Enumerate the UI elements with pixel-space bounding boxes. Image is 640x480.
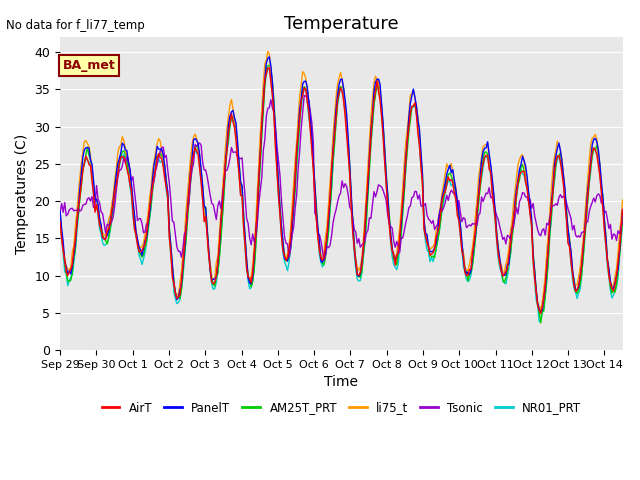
Tsonic (127, 178, 135, 183)
li75_t (56, 211, 64, 216)
AM25T_PRT (470, 250, 478, 255)
PanelT (246, 280, 253, 286)
Line: PanelT: PanelT (60, 57, 623, 312)
AM25T_PRT (619, 216, 627, 222)
Line: li75_t: li75_t (60, 51, 623, 310)
Text: BA_met: BA_met (63, 59, 116, 72)
NR01_PRT (56, 221, 64, 227)
PanelT (127, 181, 135, 187)
NR01_PRT (535, 319, 543, 324)
NR01_PRT (246, 286, 253, 292)
AirT (148, 182, 156, 188)
AM25T_PRT (148, 187, 156, 193)
Tsonic (246, 235, 253, 241)
AirT (127, 188, 135, 194)
Tsonic (56, 209, 64, 215)
AirT (610, 288, 618, 294)
AirT (619, 207, 627, 213)
Line: AM25T_PRT: AM25T_PRT (60, 65, 623, 323)
NR01_PRT (610, 292, 618, 298)
AM25T_PRT (610, 287, 618, 293)
Tsonic (610, 231, 618, 237)
AM25T_PRT (344, 137, 352, 143)
PanelT (470, 241, 478, 247)
Legend: AirT, PanelT, AM25T_PRT, li75_t, Tsonic, NR01_PRT: AirT, PanelT, AM25T_PRT, li75_t, Tsonic,… (97, 397, 586, 419)
PanelT (266, 54, 273, 60)
AirT (344, 151, 352, 156)
AM25T_PRT (266, 62, 273, 68)
PanelT (344, 135, 352, 141)
Y-axis label: Temperatures (C): Temperatures (C) (15, 133, 29, 254)
NR01_PRT (344, 145, 352, 151)
NR01_PRT (470, 248, 478, 253)
AirT (246, 275, 253, 281)
NR01_PRT (148, 185, 156, 191)
PanelT (537, 309, 545, 315)
li75_t (344, 144, 352, 150)
li75_t (127, 187, 135, 193)
Tsonic (472, 220, 479, 226)
PanelT (619, 206, 627, 212)
AM25T_PRT (246, 278, 253, 284)
li75_t (610, 284, 618, 289)
Tsonic (300, 93, 308, 98)
li75_t (619, 197, 627, 203)
Line: Tsonic: Tsonic (60, 96, 623, 261)
AM25T_PRT (537, 320, 545, 326)
PanelT (148, 176, 156, 181)
Line: AirT: AirT (60, 68, 623, 313)
PanelT (56, 208, 64, 214)
li75_t (264, 48, 271, 54)
li75_t (470, 231, 478, 237)
Tsonic (320, 258, 328, 264)
NR01_PRT (127, 193, 135, 199)
li75_t (246, 277, 253, 283)
Text: No data for f_li77_temp: No data for f_li77_temp (6, 19, 145, 32)
AM25T_PRT (56, 212, 64, 218)
NR01_PRT (266, 66, 273, 72)
PanelT (610, 286, 618, 291)
X-axis label: Time: Time (324, 375, 358, 389)
AirT (56, 219, 64, 225)
NR01_PRT (619, 214, 627, 220)
Line: NR01_PRT: NR01_PRT (60, 69, 623, 322)
li75_t (148, 168, 156, 173)
Tsonic (148, 183, 156, 189)
AirT (537, 311, 545, 316)
Tsonic (346, 204, 353, 210)
AM25T_PRT (127, 184, 135, 190)
AirT (470, 240, 478, 246)
Title: Temperature: Temperature (284, 15, 399, 33)
li75_t (537, 307, 545, 312)
Tsonic (619, 219, 627, 225)
AirT (264, 65, 271, 71)
